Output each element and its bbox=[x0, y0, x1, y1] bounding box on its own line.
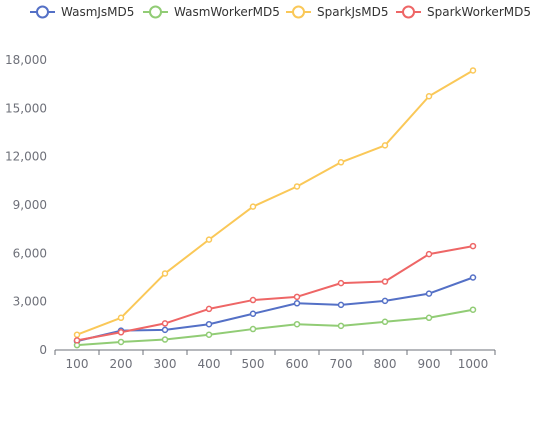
data-point[interactable] bbox=[293, 293, 301, 301]
data-point[interactable] bbox=[249, 296, 257, 304]
data-point[interactable] bbox=[337, 301, 345, 309]
data-point[interactable] bbox=[425, 314, 433, 322]
data-point[interactable] bbox=[337, 159, 345, 166]
legend-item[interactable]: SparkJsMD5 bbox=[286, 5, 389, 19]
data-point[interactable] bbox=[73, 331, 81, 338]
x-tick-label: 400 bbox=[198, 357, 221, 371]
legend-circle-icon bbox=[292, 5, 305, 19]
data-point[interactable] bbox=[381, 318, 389, 326]
y-tick-label: 6,000 bbox=[13, 246, 47, 260]
series-layer bbox=[73, 67, 477, 349]
legend-label: WasmWorkerMD5 bbox=[174, 5, 280, 19]
data-point[interactable] bbox=[425, 250, 433, 258]
data-point[interactable] bbox=[249, 203, 257, 210]
legend-circle-icon bbox=[149, 5, 162, 19]
data-point[interactable] bbox=[293, 300, 301, 307]
legend-label: SparkWorkerMD5 bbox=[427, 5, 531, 19]
data-point[interactable] bbox=[337, 279, 345, 287]
data-point[interactable] bbox=[249, 325, 257, 333]
y-axis: 0 3,000 6,000 9,000 12,000 15,000 18,000 bbox=[5, 53, 47, 357]
data-point[interactable] bbox=[161, 320, 169, 327]
series-line bbox=[76, 276, 474, 343]
data-point[interactable] bbox=[205, 331, 213, 338]
legend: WasmJsMD5 WasmWorkerMD5 SparkJsMD5 SparkWor… bbox=[30, 5, 531, 19]
x-tick-label: 600 bbox=[286, 357, 309, 371]
series-3 bbox=[73, 242, 477, 344]
legend-item[interactable]: SparkWorkerMD5 bbox=[396, 5, 531, 19]
data-point[interactable] bbox=[425, 290, 433, 297]
data-point[interactable] bbox=[381, 278, 389, 285]
y-tick-label: 0 bbox=[39, 343, 47, 357]
data-point[interactable] bbox=[205, 305, 213, 313]
legend-label: WasmJsMD5 bbox=[61, 5, 134, 19]
series-line bbox=[76, 308, 474, 347]
data-point[interactable] bbox=[117, 329, 125, 336]
y-tick-label: 12,000 bbox=[5, 150, 47, 164]
x-tick-label: 100 bbox=[66, 357, 89, 371]
data-point[interactable] bbox=[205, 236, 213, 243]
data-point[interactable] bbox=[469, 274, 477, 281]
series-1 bbox=[73, 306, 477, 349]
data-point[interactable] bbox=[425, 93, 433, 100]
data-point[interactable] bbox=[469, 242, 477, 250]
data-point[interactable] bbox=[249, 310, 257, 317]
series-line bbox=[76, 245, 474, 342]
data-point[interactable] bbox=[73, 337, 81, 344]
data-point[interactable] bbox=[469, 67, 477, 74]
data-point[interactable] bbox=[293, 183, 301, 190]
y-tick-label: 15,000 bbox=[5, 101, 47, 115]
x-tick-label: 700 bbox=[330, 357, 353, 371]
x-tick-label: 800 bbox=[374, 357, 397, 371]
data-point[interactable] bbox=[117, 314, 125, 322]
x-tick-label: 300 bbox=[154, 357, 177, 371]
data-point[interactable] bbox=[381, 297, 389, 305]
x-axis: 100 200 300 400 500 600 700 800 900 1000 bbox=[54, 349, 496, 371]
x-tick-label: 500 bbox=[242, 357, 265, 371]
data-point[interactable] bbox=[205, 320, 213, 328]
legend-label: SparkJsMD5 bbox=[317, 5, 389, 19]
legend-circle-icon bbox=[36, 5, 49, 19]
legend-item[interactable]: WasmWorkerMD5 bbox=[143, 5, 280, 19]
data-point[interactable] bbox=[293, 320, 301, 328]
data-point[interactable] bbox=[381, 142, 389, 149]
data-point[interactable] bbox=[337, 322, 345, 330]
x-tick-label: 900 bbox=[418, 357, 441, 371]
series-line bbox=[76, 69, 474, 336]
y-tick-label: 18,000 bbox=[5, 53, 47, 67]
series-0 bbox=[73, 274, 477, 345]
y-tick-label: 3,000 bbox=[13, 295, 47, 309]
x-tick-label: 1000 bbox=[458, 357, 489, 371]
data-point[interactable] bbox=[161, 326, 169, 334]
data-point[interactable] bbox=[161, 336, 169, 343]
legend-circle-icon bbox=[402, 5, 415, 19]
x-tick-label: 200 bbox=[110, 357, 133, 371]
data-point[interactable] bbox=[469, 306, 477, 313]
data-point[interactable] bbox=[117, 338, 125, 346]
legend-item[interactable]: WasmJsMD5 bbox=[30, 5, 134, 19]
data-point[interactable] bbox=[161, 270, 169, 277]
y-tick-label: 9,000 bbox=[13, 198, 47, 212]
